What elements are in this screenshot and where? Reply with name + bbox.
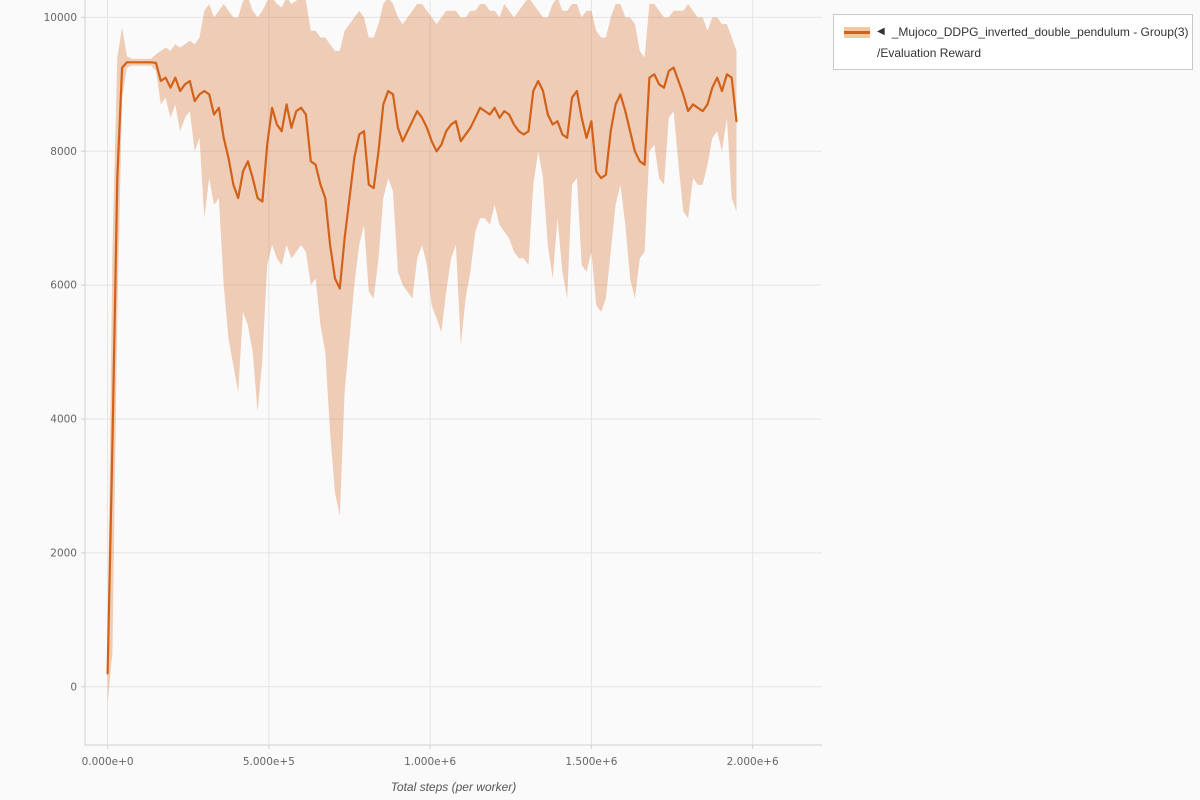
- series-color-swatch: [844, 26, 870, 38]
- x-tick-label: 5.000e+5: [243, 756, 295, 768]
- axes: [81, 0, 822, 749]
- y-tick-label: 4000: [50, 414, 77, 426]
- y-tick-label: 8000: [50, 146, 77, 158]
- x-tick-label: 2.000e+6: [727, 756, 779, 768]
- legend-item[interactable]: ◀ _Mujoco_DDPG_inverted_double_pendulum …: [844, 25, 1189, 39]
- series-line-sample: [844, 30, 870, 34]
- confidence-band: [107, 0, 737, 704]
- gridlines: [85, 0, 822, 745]
- x-tick-label: 0.000e+0: [82, 756, 134, 768]
- y-tick-label: 0: [70, 681, 77, 693]
- legend-collapse-icon[interactable]: ◀: [877, 26, 885, 37]
- x-tick-label: 1.500e+6: [565, 756, 617, 768]
- x-tick-label: 1.000e+6: [404, 756, 456, 768]
- tick-labels: 0 2000 4000 6000 8000 10000 0.000e+0 5.000e+5 1.…: [44, 12, 779, 768]
- x-axis-title: Total steps (per worker): [390, 780, 517, 794]
- y-tick-label: 2000: [50, 547, 77, 559]
- mean-line: [106, 61, 738, 675]
- legend-metric-label: /Evaluation Reward: [877, 46, 982, 60]
- legend-series-label: _Mujoco_DDPG_inverted_double_pendulum - …: [891, 25, 1189, 39]
- y-tick-label: 6000: [50, 280, 77, 292]
- legend: ◀ _Mujoco_DDPG_inverted_double_pendulum …: [833, 14, 1193, 70]
- y-tick-label: 10000: [44, 12, 77, 24]
